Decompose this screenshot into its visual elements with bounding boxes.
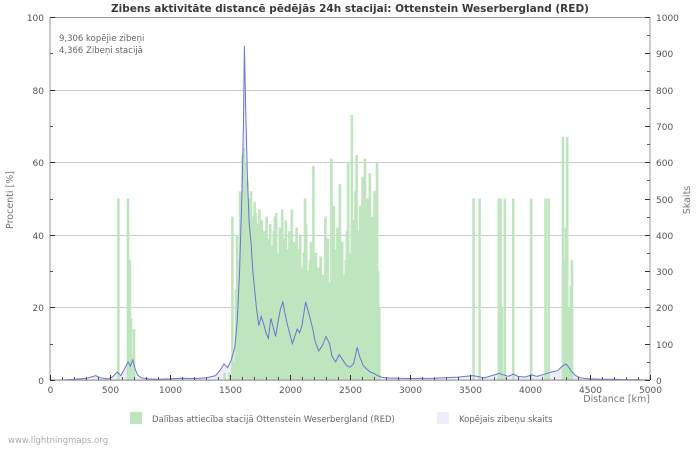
bar bbox=[500, 307, 504, 380]
axis-tick-label: 5000 bbox=[639, 386, 662, 396]
axis-tick-label: 60 bbox=[33, 159, 45, 169]
axis-tick-label: 3500 bbox=[459, 386, 482, 396]
plot-area bbox=[50, 46, 651, 381]
axis-tick-label: 0 bbox=[38, 377, 44, 387]
axis-tick-label: 300 bbox=[656, 268, 673, 278]
page-title: Zibens aktivitāte distancē pēdējās 24h s… bbox=[111, 3, 589, 15]
bar bbox=[326, 238, 330, 380]
axis-tick-label: 1000 bbox=[159, 386, 182, 396]
axis-tick-label: 40 bbox=[33, 232, 45, 242]
axis-tick-label: 4000 bbox=[519, 386, 542, 396]
bar bbox=[363, 158, 367, 380]
axis-tick-label: 1000 bbox=[656, 14, 679, 24]
bar bbox=[511, 198, 515, 380]
watermark: www.lightningmaps.org bbox=[8, 436, 108, 446]
axis-tick-label: 700 bbox=[656, 123, 673, 133]
line-series-stroke bbox=[50, 46, 651, 381]
bar bbox=[117, 198, 120, 380]
bar bbox=[478, 198, 481, 380]
y2-axis-title: Skaits bbox=[682, 186, 693, 215]
bar bbox=[228, 372, 231, 380]
bar bbox=[561, 136, 565, 380]
legend-label-total: Kopējais zibeņu skaits bbox=[459, 415, 553, 425]
axis-tick-label: 200 bbox=[656, 304, 673, 314]
annotation-station-strokes: 4,366 Zibeņi stacijā bbox=[59, 46, 143, 56]
axis-tick-label: 80 bbox=[33, 87, 45, 97]
axis-tick-label: 500 bbox=[656, 196, 673, 206]
axis-tick-label: 100 bbox=[27, 14, 44, 24]
axis-tick-label: 1500 bbox=[219, 386, 242, 396]
axis-tick-label: 3000 bbox=[399, 386, 422, 396]
bar bbox=[231, 216, 234, 380]
axis-tick-label: 0 bbox=[48, 386, 54, 396]
bar-series bbox=[117, 115, 574, 380]
chart-legend: Dalības attiecība stacijā Ottenstein Wes… bbox=[130, 412, 553, 425]
bar bbox=[312, 165, 315, 380]
bar bbox=[570, 260, 574, 380]
axis-tick-label: 900 bbox=[656, 50, 673, 60]
bar bbox=[235, 234, 239, 380]
annotation-total-strokes: 9,306 kopējie zibeņi bbox=[59, 34, 144, 44]
bar bbox=[503, 198, 507, 380]
bar bbox=[129, 318, 133, 380]
bar bbox=[232, 361, 236, 380]
bar bbox=[544, 198, 547, 380]
bar bbox=[499, 198, 502, 380]
bar bbox=[330, 158, 333, 380]
bar bbox=[132, 329, 136, 380]
axis-tick-label: 600 bbox=[656, 159, 673, 169]
axis-tick-label: 400 bbox=[656, 232, 673, 242]
axis-tick-label: 0 bbox=[656, 377, 662, 387]
x-axis-title: Distance [km] bbox=[583, 394, 650, 405]
axis-tick-label: 2000 bbox=[279, 386, 302, 396]
axis-tick-label: 500 bbox=[102, 386, 119, 396]
bar bbox=[529, 198, 533, 380]
bar bbox=[223, 372, 226, 380]
bar bbox=[338, 183, 342, 380]
bar bbox=[126, 198, 130, 380]
bar bbox=[547, 198, 550, 380]
axis-tick-label: 800 bbox=[656, 87, 673, 97]
y-axis-title: Procenti [%] bbox=[5, 171, 16, 229]
bar bbox=[567, 307, 570, 380]
legend-swatch-total bbox=[437, 412, 449, 424]
legend-label-ratio: Dalības attiecība stacijā Ottenstein Wes… bbox=[152, 415, 395, 425]
axes: 0204060801000100200300400500600700800900… bbox=[27, 14, 679, 396]
legend-swatch-ratio bbox=[130, 412, 142, 424]
bar bbox=[346, 162, 350, 380]
bar bbox=[378, 307, 381, 380]
axis-tick-label: 2500 bbox=[339, 386, 362, 396]
axis-tick-label: 20 bbox=[33, 304, 45, 314]
bar bbox=[472, 198, 475, 380]
axis-tick-label: 4500 bbox=[579, 386, 602, 396]
bar bbox=[497, 198, 501, 380]
bar bbox=[565, 136, 569, 380]
axis-tick-label: 100 bbox=[656, 341, 673, 351]
